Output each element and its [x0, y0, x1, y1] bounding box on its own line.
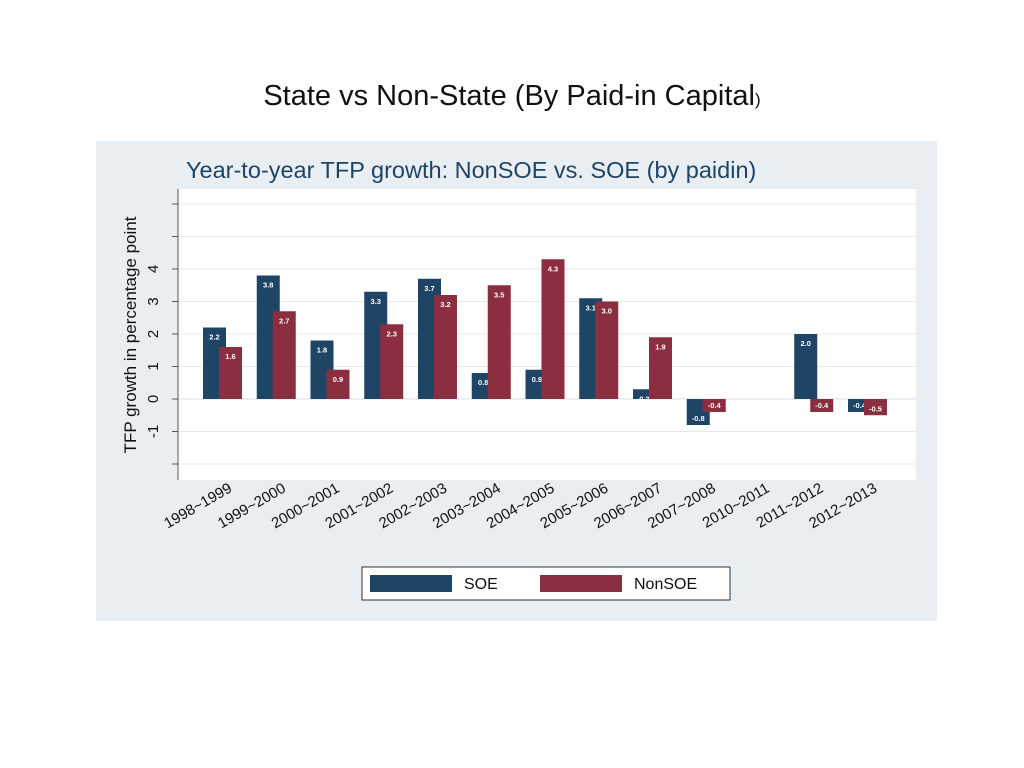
bar-nonsoe — [595, 301, 619, 399]
data-label-soe: 0.3 — [639, 394, 649, 403]
data-label-nonsoe: 3.5 — [494, 290, 504, 299]
data-label-soe: 3.8 — [263, 281, 273, 290]
bar-nonsoe — [434, 295, 457, 399]
data-label-soe: 1.8 — [317, 346, 327, 355]
data-label-nonsoe: -0.4 — [815, 401, 829, 410]
data-label-nonsoe: 3.0 — [602, 307, 612, 316]
data-label-soe: 2.0 — [801, 339, 811, 348]
data-label-nonsoe: -0.4 — [708, 401, 722, 410]
bar-nonsoe — [219, 347, 242, 399]
y-tick-label: 3 — [145, 297, 162, 305]
data-label-nonsoe: 2.3 — [387, 329, 397, 338]
bar-nonsoe — [272, 311, 296, 399]
tfp-bar-chart: Year-to-year TFP growth: NonSOE vs. SOE … — [121, 157, 916, 601]
y-tick-label: -1 — [145, 425, 162, 438]
data-label-nonsoe: 0.9 — [333, 375, 343, 384]
slide-title-text: State vs Non-State (By Paid-in Capital — [263, 80, 755, 112]
x-tick-labels: 1998~19991999~20002000~20012001~20022002… — [161, 480, 880, 532]
bar-nonsoe — [810, 399, 834, 412]
data-label-soe: 0.9 — [532, 375, 542, 384]
bars: 2.2 1.6 3.8 2.7 1.8 0.9 3.3 2.3 3.7 3.2 0.8 3.5 0.9 4… — [203, 259, 887, 425]
bar-nonsoe — [487, 285, 511, 399]
bar-nonsoe — [380, 324, 404, 399]
bar-nonsoe — [326, 369, 350, 399]
chart-panel: Year-to-year TFP growth: NonSOE vs. SOE … — [96, 141, 937, 621]
data-label-soe: 3.3 — [371, 297, 381, 306]
bar-nonsoe — [702, 399, 726, 412]
legend-label-nonsoe: NonSOE — [634, 576, 697, 593]
data-label-nonsoe: 3.2 — [440, 300, 450, 309]
data-label-soe: 3.7 — [424, 284, 434, 293]
bar-nonsoe — [864, 399, 887, 416]
data-label-nonsoe: 2.7 — [279, 316, 289, 325]
y-axis: -1 0 1 2 3 4 — [145, 189, 179, 480]
data-label-soe: 0.8 — [478, 378, 488, 387]
legend-swatch-nonsoe — [540, 575, 622, 592]
legend: SOE NonSOE — [361, 566, 731, 601]
data-label-soe: 2.2 — [209, 333, 219, 342]
data-label-nonsoe: 1.6 — [225, 352, 235, 361]
chart-title: Year-to-year TFP growth: NonSOE vs. SOE … — [186, 157, 756, 183]
y-tick-label: 4 — [145, 265, 162, 273]
data-label-soe: 3.1 — [586, 303, 596, 312]
bar-nonsoe — [649, 337, 672, 399]
data-label-nonsoe: 1.9 — [655, 342, 665, 351]
data-label-soe: -0.4 — [853, 401, 867, 410]
y-axis-label: TFP growth in percentage point — [121, 216, 140, 453]
bar-soe — [633, 389, 656, 399]
legend-label-soe: SOE — [464, 576, 498, 593]
y-tick-label: 1 — [145, 362, 162, 370]
slide-title: State vs Non-State (By Paid-in Capital) — [0, 80, 1024, 113]
y-tick-label: 2 — [145, 330, 162, 338]
y-tick-label: 0 — [145, 395, 162, 403]
bar-soe — [794, 334, 818, 399]
slide-title-paren: ) — [754, 90, 761, 109]
legend-swatch-soe — [370, 575, 452, 592]
data-label-nonsoe: 4.3 — [548, 264, 558, 273]
data-label-nonsoe: -0.5 — [869, 404, 882, 413]
bar-nonsoe — [541, 259, 565, 399]
data-label-soe: -0.8 — [692, 414, 705, 423]
